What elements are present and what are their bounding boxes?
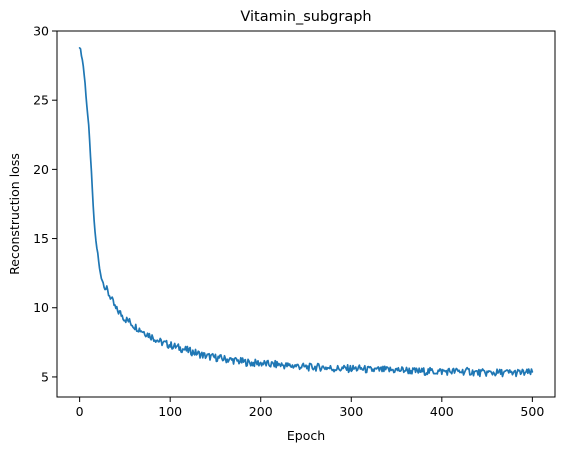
x-tick-label-3: 300 xyxy=(339,404,363,419)
plot-frame xyxy=(57,31,555,397)
x-tick-label-1: 100 xyxy=(158,404,182,419)
x-axis-ticks: 0 100 200 300 400 500 xyxy=(76,397,545,419)
x-tick-label-4: 400 xyxy=(430,404,454,419)
y-tick-label-4: 25 xyxy=(33,93,49,108)
x-axis-label: Epoch xyxy=(287,428,325,443)
x-tick-label-5: 500 xyxy=(520,404,544,419)
loss-series-line xyxy=(80,48,533,377)
y-tick-label-2: 15 xyxy=(33,231,49,246)
y-tick-label-3: 20 xyxy=(33,162,49,177)
y-tick-label-5: 30 xyxy=(33,24,49,39)
y-tick-label-1: 10 xyxy=(33,300,49,315)
y-tick-label-0: 5 xyxy=(41,369,49,384)
y-axis-ticks: 5 10 15 20 25 30 xyxy=(33,24,57,385)
plot-area: 0 100 200 300 400 500 5 10 15 20 25 30 xyxy=(33,24,555,420)
y-axis-label: Reconstruction loss xyxy=(7,153,22,275)
chart-title: Vitamin_subgraph xyxy=(240,9,371,25)
x-tick-label-2: 200 xyxy=(249,404,273,419)
x-tick-label-0: 0 xyxy=(76,404,84,419)
